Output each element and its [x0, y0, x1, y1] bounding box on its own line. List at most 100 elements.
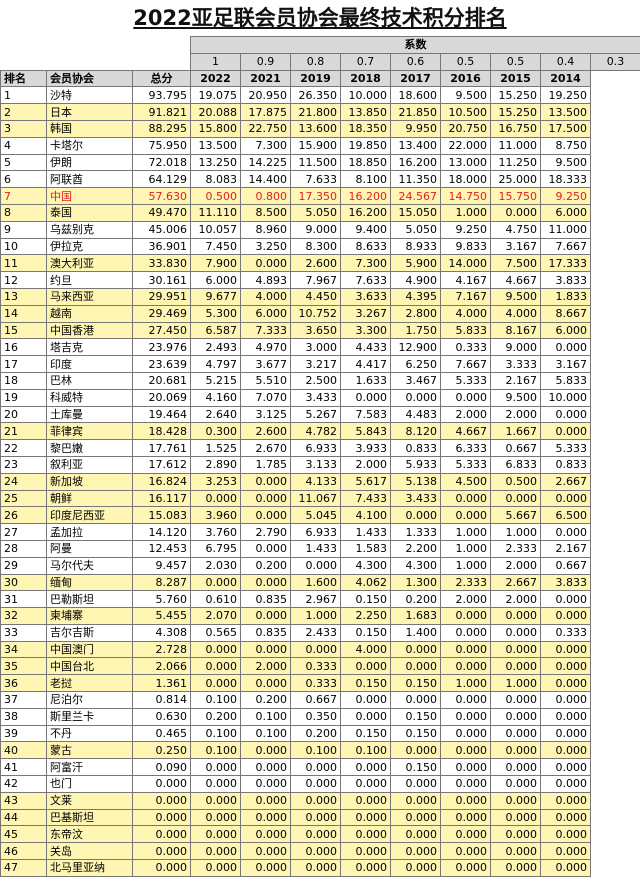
table-row: 2 日本 91.821 20.088 17.875 21.800 13.850 21.850 1…	[0, 103, 640, 121]
score-cell: 1.000	[490, 674, 542, 693]
score-cell: 18.350	[340, 119, 392, 138]
score-cell: 4.000	[240, 287, 292, 306]
score-cell: 0.000	[340, 825, 392, 844]
association-cell: 缅甸	[46, 573, 133, 592]
score-cell: 8.167	[490, 321, 542, 340]
score-cell: 0.000	[440, 691, 492, 709]
score-cell: 12.453	[131, 539, 192, 558]
column-header: 2018	[340, 69, 392, 88]
rank-cell: 36	[0, 674, 47, 693]
rank-cell: 38	[0, 707, 47, 726]
score-cell: 5.455	[131, 607, 192, 625]
score-cell: 4.160	[190, 388, 242, 407]
score-cell: 0.000	[240, 842, 292, 861]
score-cell: 21.850	[390, 103, 442, 121]
column-header: 总分	[131, 69, 192, 88]
rank-cell: 25	[0, 489, 47, 508]
score-cell: 11.000	[540, 220, 592, 239]
score-cell: 1.000	[440, 203, 492, 222]
score-cell: 6.000	[540, 321, 592, 340]
score-cell: 4.433	[340, 338, 392, 357]
score-cell: 10.057	[190, 220, 242, 239]
score-cell: 0.000	[240, 539, 292, 558]
score-cell: 0.100	[240, 707, 292, 726]
score-cell: 0.000	[340, 791, 392, 810]
score-cell: 0.667	[290, 691, 342, 709]
score-cell: 15.750	[490, 187, 542, 205]
table-row: 21 菲律宾 18.428 0.300 2.600 4.782 5.843 8.120 4.66…	[0, 422, 640, 441]
score-cell: 0.300	[190, 422, 242, 441]
association-cell: 卡塔尔	[46, 136, 133, 155]
table-row: 12 约旦 30.161 6.000 4.893 7.967 7.633 4.900 4.167…	[0, 271, 640, 289]
score-cell: 15.083	[131, 506, 192, 525]
rank-cell: 8	[0, 203, 47, 222]
score-cell: 2.790	[240, 523, 292, 541]
score-cell: 13.500	[540, 103, 592, 121]
score-cell: 0.000	[540, 657, 592, 676]
rank-cell: 22	[0, 439, 47, 457]
score-cell: 3.677	[240, 355, 292, 373]
rank-cell: 29	[0, 556, 47, 575]
rank-cell: 39	[0, 724, 47, 743]
score-cell: 19.850	[340, 136, 392, 155]
score-cell: 0.000	[390, 775, 442, 793]
table-row: 36 老挝 1.361 0.000 0.000 0.333 0.150 0.150 1.000 1…	[0, 674, 640, 693]
score-cell: 8.933	[390, 237, 442, 256]
association-cell: 斯里兰卡	[46, 707, 133, 726]
score-cell: 16.200	[390, 153, 442, 172]
rank-cell: 28	[0, 539, 47, 558]
score-cell: 20.750	[440, 119, 492, 138]
table-row: 42 也门 0.000 0.000 0.000 0.000 0.000 0.000 0.000 0…	[0, 775, 640, 793]
score-cell: 2.333	[490, 539, 542, 558]
score-cell: 0.000	[490, 707, 542, 726]
rank-cell: 31	[0, 590, 47, 609]
score-cell: 1.361	[131, 674, 192, 693]
score-cell: 6.333	[440, 439, 492, 457]
score-cell: 0.000	[390, 825, 442, 844]
score-cell: 2.728	[131, 640, 192, 659]
score-cell: 0.000	[340, 388, 392, 407]
score-cell: 6.833	[490, 455, 542, 474]
score-cell: 3.760	[190, 523, 242, 541]
score-cell: 25.000	[490, 170, 542, 189]
score-cell: 1.667	[490, 422, 542, 441]
score-cell: 0.000	[540, 808, 592, 827]
rank-cell: 41	[0, 758, 47, 777]
score-cell: 0.000	[240, 254, 292, 273]
score-cell: 7.583	[340, 405, 392, 424]
score-cell: 0.000	[340, 691, 392, 709]
score-cell: 18.850	[340, 153, 392, 172]
table-row: 30 缅甸 8.287 0.000 0.000 1.600 4.062 1.300 2.333 2…	[0, 573, 640, 592]
score-cell: 2.667	[490, 573, 542, 592]
score-cell: 0.000	[490, 724, 542, 743]
score-cell: 75.950	[131, 136, 192, 155]
score-cell: 0.000	[490, 607, 542, 625]
score-cell: 36.901	[131, 237, 192, 256]
score-cell: 0.000	[440, 724, 492, 743]
score-cell: 0.000	[290, 859, 342, 877]
coefficient: 0.6	[390, 52, 442, 71]
score-cell: 23.976	[131, 338, 192, 357]
rank-cell: 4	[0, 136, 47, 155]
score-cell: 0.833	[540, 455, 592, 474]
score-cell: 0.100	[240, 724, 292, 743]
score-cell: 7.667	[440, 355, 492, 373]
score-cell: 0.000	[540, 691, 592, 709]
score-cell: 0.000	[540, 338, 592, 357]
score-cell: 4.450	[290, 287, 342, 306]
score-cell: 0.000	[390, 842, 442, 861]
score-cell: 0.000	[190, 657, 242, 676]
association-cell: 吉尔吉斯	[46, 623, 133, 642]
rank-cell: 47	[0, 859, 47, 877]
coefficient: 0.7	[340, 52, 392, 71]
score-cell: 0.000	[440, 741, 492, 760]
association-cell: 马尔代夫	[46, 556, 133, 575]
rank-cell: 33	[0, 623, 47, 642]
score-cell: 0.000	[490, 825, 542, 844]
association-cell: 也门	[46, 775, 133, 793]
score-cell: 17.612	[131, 455, 192, 474]
score-cell: 23.639	[131, 355, 192, 373]
score-cell: 0.000	[190, 775, 242, 793]
association-cell: 中国	[46, 187, 133, 205]
